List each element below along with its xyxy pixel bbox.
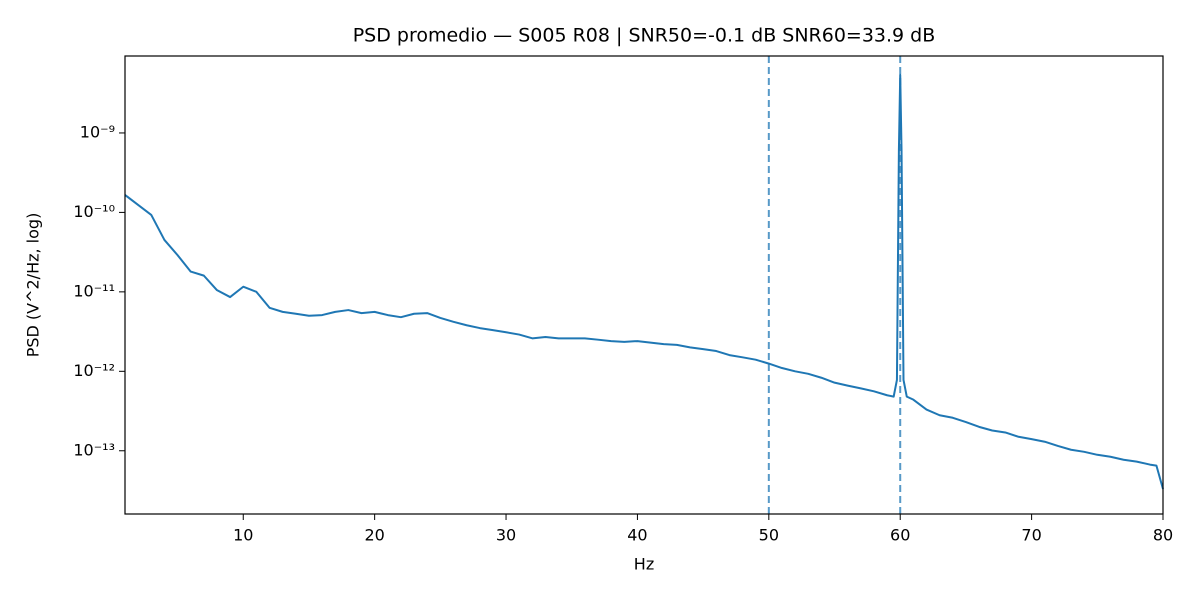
x-tick-label: 20 [364,526,384,545]
psd-line [124,73,1164,490]
y-tick-label: 10⁻¹⁰ [73,202,115,221]
chart-title: PSD promedio — S005 R08 | SNR50=-0.1 dB … [353,25,936,47]
x-tick-label: 10 [233,526,253,545]
x-tick-label: 50 [759,526,779,545]
x-tick-label: 60 [890,526,910,545]
x-tick-label: 40 [627,526,647,545]
y-axis-label: PSD (V^2/Hz, log) [24,213,43,358]
x-tick-label: 30 [496,526,516,545]
y-tick-label: 10⁻⁹ [80,122,115,141]
x-tick-label: 80 [1153,526,1173,545]
plot-frame [124,55,1164,515]
x-axis-label: Hz [634,555,654,574]
y-tick-label: 10⁻¹³ [73,440,115,459]
x-tick-label: 70 [1021,526,1041,545]
y-tick-label: 10⁻¹¹ [73,281,115,300]
y-tick-label: 10⁻¹² [73,361,115,380]
